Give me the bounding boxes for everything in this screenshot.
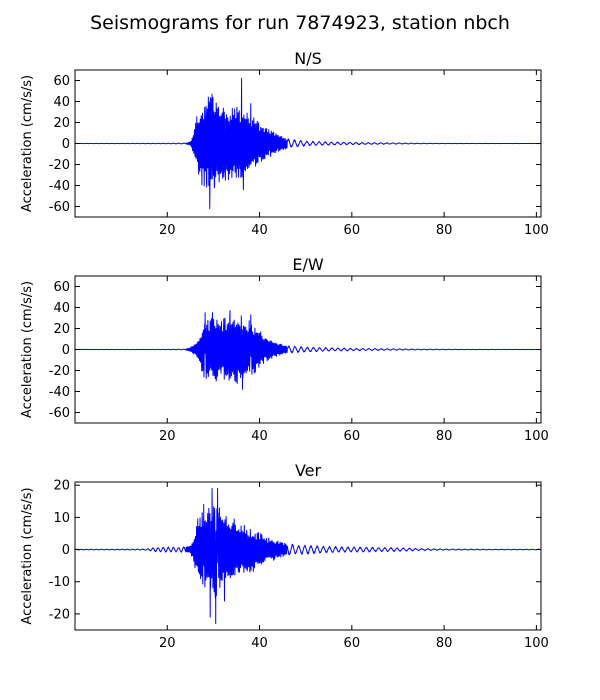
seismogram-trace-ew	[75, 310, 541, 390]
y-tick-label-ver: 10	[53, 511, 70, 526]
x-tick-label-ver: 40	[251, 636, 268, 651]
y-tick-label-ew: -20	[49, 364, 70, 379]
y-tick-label-ver: 0	[62, 543, 70, 558]
x-tick-label-ns: 60	[344, 223, 361, 238]
y-tick-label-ew: -40	[49, 385, 70, 400]
x-tick-label-ew: 20	[159, 429, 176, 444]
y-tick-label-ns: 60	[53, 74, 70, 89]
figure-title: Seismograms for run 7874923, station nbc…	[90, 12, 510, 34]
y-tick-label-ew: 20	[53, 322, 70, 337]
x-tick-label-ew: 80	[436, 429, 453, 444]
y-tick-label-ns: 20	[53, 116, 70, 131]
x-tick-label-ns: 40	[251, 223, 268, 238]
y-tick-label-ew: 60	[53, 280, 70, 295]
panel-title-ew: E/W	[292, 255, 324, 274]
y-tick-label-ns: -60	[49, 200, 70, 215]
x-tick-label-ns: 80	[436, 223, 453, 238]
y-tick-label-ver: -20	[49, 607, 70, 622]
y-tick-label-ns: 40	[53, 95, 70, 110]
y-tick-label-ew: 0	[62, 343, 70, 358]
axes-frame-ver	[74, 481, 542, 631]
panel-ew: E/W Acceleration (cm/s/s) 20 40 60 80 100 60 40 2…	[20, 255, 549, 444]
x-tick-label-ver: 60	[344, 636, 361, 651]
panel-ns: N/S Acceleration (cm/s/s) 20 40 60 80 100 60 40 2…	[20, 49, 549, 238]
panel-title-ns: N/S	[294, 49, 322, 68]
y-tick-label-ew: 40	[53, 301, 70, 316]
y-axis-label-ns: Acceleration (cm/s/s)	[20, 75, 35, 212]
y-tick-label-ns: -20	[49, 158, 70, 173]
x-tick-label-ns: 20	[159, 223, 176, 238]
x-tick-label-ns: 100	[524, 223, 549, 238]
x-tick-label-ew: 40	[251, 429, 268, 444]
panel-title-ver: Ver	[295, 461, 322, 480]
y-axis-label-ver: Acceleration (cm/s/s)	[20, 487, 35, 624]
y-tick-label-ns: 0	[62, 137, 70, 152]
x-tick-label-ver: 20	[159, 636, 176, 651]
y-tick-label-ew: -60	[49, 406, 70, 421]
y-axis-label-ew: Acceleration (cm/s/s)	[20, 281, 35, 418]
y-tick-label-ver: 20	[53, 479, 70, 494]
x-tick-label-ew: 100	[524, 429, 549, 444]
y-tick-label-ns: -40	[49, 179, 70, 194]
seismogram-trace-ns	[75, 77, 541, 210]
seismogram-trace-ver	[75, 487, 541, 625]
x-tick-label-ver: 100	[524, 636, 549, 651]
y-tick-label-ver: -10	[49, 575, 70, 590]
x-tick-label-ver: 80	[436, 636, 453, 651]
x-tick-label-ew: 60	[344, 429, 361, 444]
